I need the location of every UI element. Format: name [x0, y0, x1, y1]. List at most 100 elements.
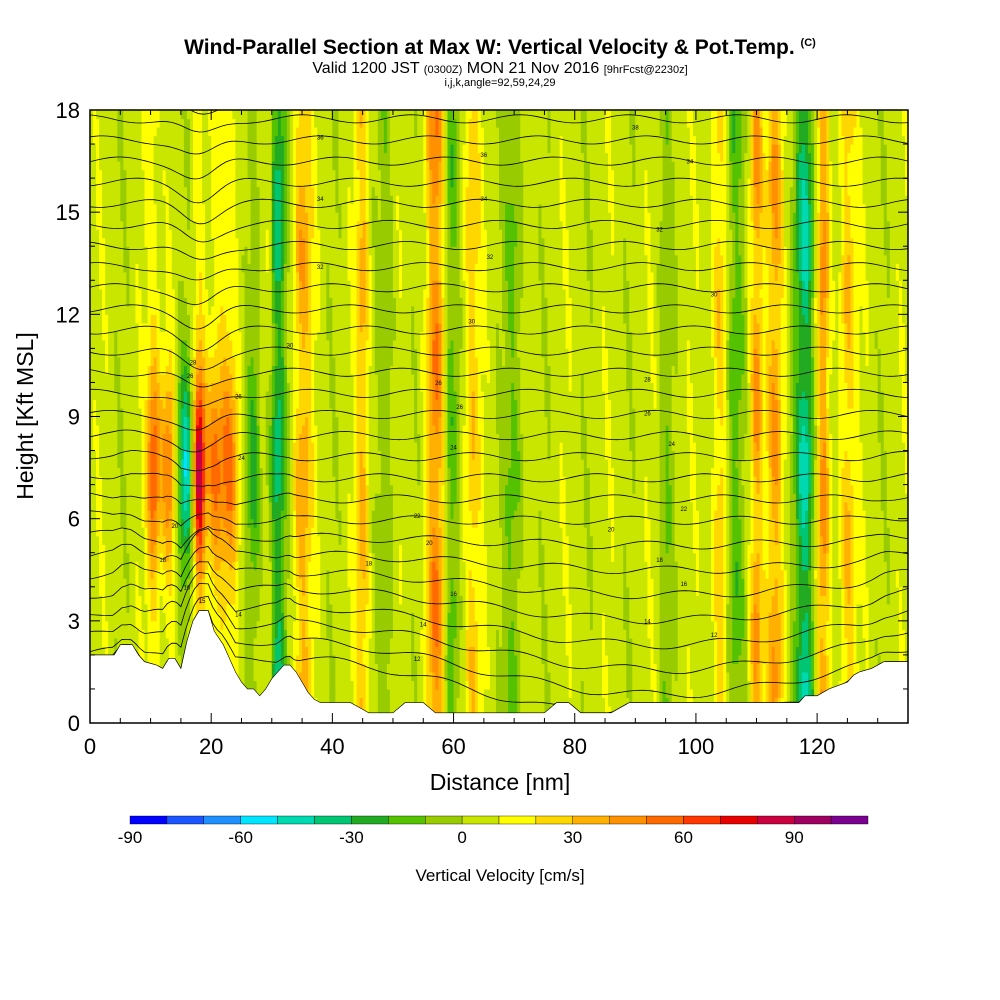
isentrope-label: 36 — [481, 153, 488, 159]
colorbar-tick-label: -60 — [228, 828, 253, 847]
colorbar-swatch — [720, 815, 758, 825]
isentrope-label: 22 — [414, 514, 421, 520]
colorbar-label: Vertical Velocity [cm/s] — [415, 866, 584, 885]
colorbar-swatch — [498, 815, 537, 825]
isentrope-label: 26 — [435, 381, 442, 387]
isentrope-line — [90, 325, 908, 352]
colorbar-swatch — [535, 815, 574, 825]
isentrope-line — [90, 429, 908, 453]
isentrope-line — [90, 262, 908, 281]
y-tick-label: 18 — [56, 98, 80, 123]
isentrope-label: 26 — [644, 412, 651, 418]
colorbar-tick-label: 60 — [674, 828, 693, 847]
colorbar-tick-label: 0 — [457, 828, 466, 847]
copyright-mark: (C) — [800, 37, 816, 49]
isentrope-label: 24 — [668, 442, 675, 448]
y-tick-label: 9 — [68, 405, 80, 430]
isentrope-label: 36 — [317, 136, 324, 142]
isentrope-line — [90, 528, 908, 575]
colorbar-swatch — [646, 815, 684, 825]
isentrope-line — [90, 409, 908, 431]
isentrope-line — [90, 561, 908, 625]
isentrope-label: 14 — [420, 623, 427, 629]
isentrope-label: 30 — [468, 320, 475, 326]
isentrope-label: 16 — [680, 582, 687, 588]
colorbar-swatch — [830, 815, 869, 825]
isentrope-line — [90, 367, 908, 388]
isentrope-label: 16 — [450, 592, 457, 598]
x-tick-label: 120 — [799, 734, 836, 759]
isentrope-label: 16 — [184, 585, 191, 591]
isentrope-line — [90, 219, 908, 243]
isentrope-line — [90, 283, 908, 306]
isentrope-line — [90, 198, 908, 225]
colorbar-swatch — [425, 815, 463, 825]
isentrope-label: 28 — [190, 361, 197, 367]
colorbar-swatch — [794, 815, 832, 825]
y-tick-label: 6 — [68, 507, 80, 532]
isentrope-line — [90, 492, 908, 506]
isentrope-label: 14 — [235, 613, 242, 619]
isentrope-line — [90, 156, 908, 180]
colorbar-swatch — [277, 815, 315, 825]
isentrope-label: 12 — [414, 657, 421, 663]
isentrope-label: 32 — [317, 265, 324, 271]
colorbar: -90 -60 -30 0 30 60 90 — [118, 815, 869, 847]
isentrope-label: 22 — [680, 507, 687, 513]
colorbar-swatch — [683, 815, 721, 825]
isentrope-line — [90, 450, 908, 472]
isentrope-label: 32 — [656, 228, 663, 234]
isentrope-line — [90, 73, 908, 97]
isentrope-label: 26 — [187, 374, 194, 380]
y-tick-label: 15 — [56, 200, 80, 225]
isentrope-line — [90, 583, 908, 674]
x-axis-label: Distance [nm] — [430, 769, 571, 795]
isentrope-label: 38 — [632, 126, 639, 132]
colorbar-swatch — [351, 815, 389, 825]
isentrope-label: 12 — [711, 633, 718, 639]
isentrope-label: 24 — [450, 446, 457, 452]
isentrope-label: 20 — [426, 541, 433, 547]
isentrope-label: 30 — [287, 343, 294, 349]
isentrope-line — [90, 241, 908, 260]
subtitle-valid-time: Valid 1200 JST — [312, 60, 420, 77]
isentrope-label: 34 — [481, 197, 488, 203]
isentrope-label: 26 — [235, 395, 242, 401]
isentrope-label: 20 — [171, 524, 178, 530]
isentrope-line — [90, 346, 908, 371]
isentrope-label: 18 — [656, 558, 663, 564]
x-tick-label: 100 — [678, 734, 715, 759]
isentrope-label: 28 — [644, 378, 651, 384]
y-tick-label: 0 — [68, 711, 80, 736]
isentrope-label: 32 — [487, 255, 494, 261]
colorbar-swatch — [757, 815, 795, 825]
isentrope-label: 15 — [199, 599, 206, 605]
x-tick-label: 40 — [320, 734, 344, 759]
isentrope-labels: 36 36 38 34 34 34 32 32 32 30 30 30 28 28 26 26 26 26 26 24… — [159, 126, 718, 663]
isentrope-line — [90, 595, 908, 699]
isentrope-line — [90, 472, 908, 487]
colorbar-swatch — [203, 815, 241, 825]
isentrope-label: 18 — [159, 558, 166, 564]
colorbar-swatch — [314, 815, 352, 825]
isentrope-line — [90, 304, 908, 330]
x-tick-label: 80 — [562, 734, 586, 759]
isentrope-label: 26 — [456, 405, 463, 411]
y-axis-label: Height [Kft MSL] — [12, 332, 38, 499]
isentrope-line — [90, 525, 908, 550]
y-tick-label: 12 — [56, 302, 80, 327]
isentrope-line — [90, 177, 908, 204]
isentrope-label: 24 — [238, 456, 245, 462]
colorbar-swatch — [609, 815, 647, 825]
isentrope-label: 20 — [608, 527, 615, 533]
isentrope-label: 14 — [644, 619, 651, 625]
chart-params: i,j,k,angle=92,59,24,29 — [444, 77, 556, 89]
isentrope-line — [90, 510, 908, 527]
isentrope-label: 34 — [687, 160, 694, 166]
subtitle-zulu-time: (0300Z) — [423, 64, 463, 76]
terrain-mask — [89, 610, 909, 724]
colorbar-swatch — [388, 815, 426, 825]
isentrope-label: 30 — [711, 292, 718, 298]
colorbar-tick-label: 90 — [785, 828, 804, 847]
